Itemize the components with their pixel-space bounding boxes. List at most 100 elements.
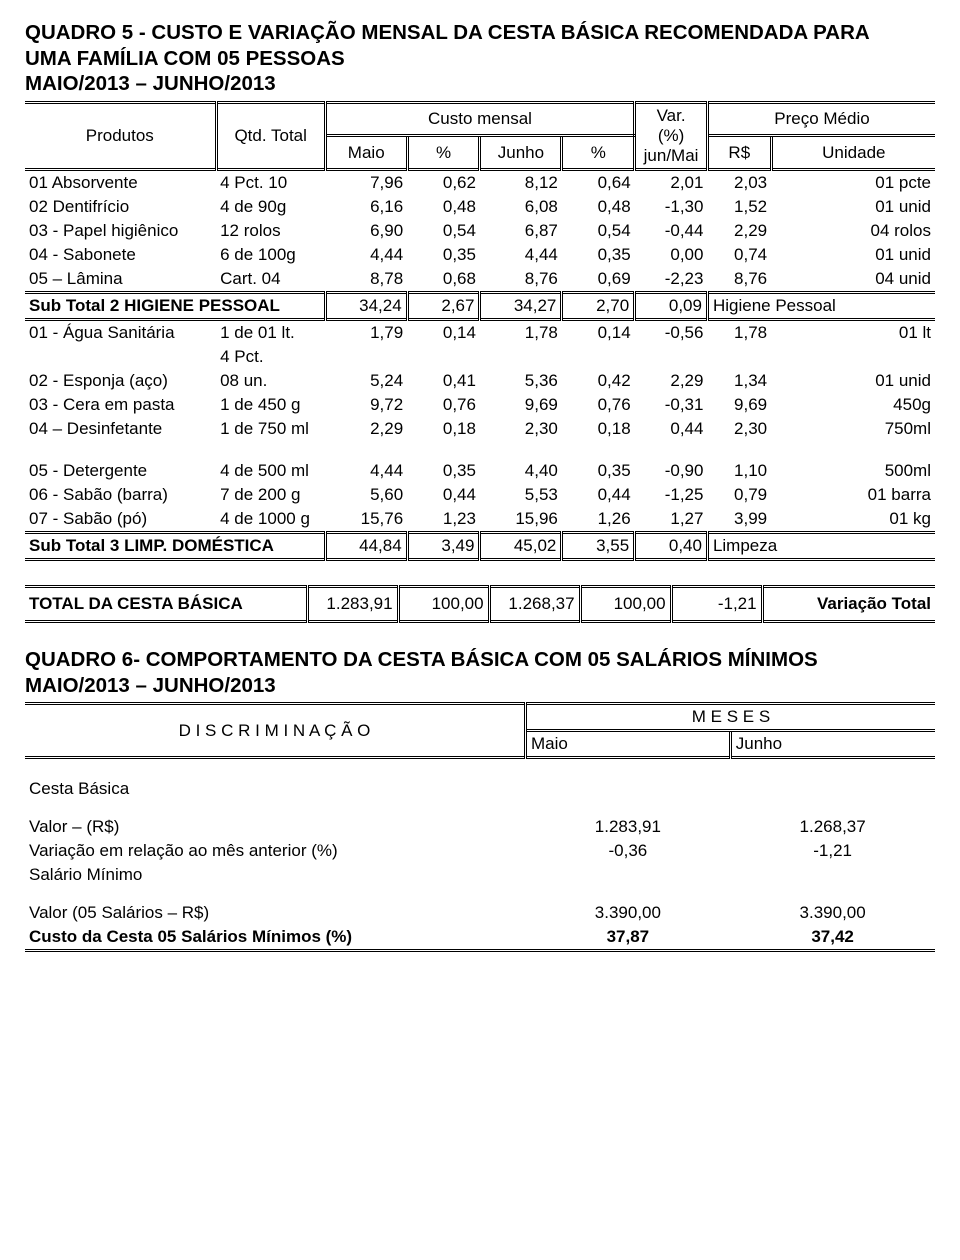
cell: 0,40 xyxy=(635,532,708,559)
cell: 7,96 xyxy=(325,169,407,195)
cell: Preço Médio xyxy=(707,102,935,136)
cell: Cart. 04 xyxy=(216,267,325,293)
cell: 0,35 xyxy=(407,243,480,267)
q5-title-l2: UMA FAMÍLIA COM 05 PESSOAS xyxy=(25,47,345,70)
cell: 01 - Água Sanitária xyxy=(25,319,216,345)
cell: Valor (05 Salários – R$) xyxy=(25,901,526,925)
cell: % xyxy=(562,136,635,170)
cell: 02 Dentifrício xyxy=(25,195,216,219)
cell: Salário Mínimo xyxy=(25,863,935,887)
cell: 0,44 xyxy=(562,483,635,507)
cell: 4 Pct. 10 xyxy=(216,169,325,195)
cell: 1.283,91 xyxy=(526,815,731,839)
table-row xyxy=(25,758,935,778)
cell: 0,76 xyxy=(562,393,635,417)
cell: 05 - Detergente xyxy=(25,459,216,483)
cell: 8,76 xyxy=(480,267,562,293)
q5-title-l1: QUADRO 5 - CUSTO E VARIAÇÃO MENSAL DA CE… xyxy=(25,21,870,44)
table-row: 05 - Detergente4 de 500 ml4,440,354,400,… xyxy=(25,459,935,483)
cell: Cesta Básica xyxy=(25,777,935,801)
cell xyxy=(480,345,562,369)
cell: Custo mensal xyxy=(325,102,634,136)
table-row xyxy=(25,441,935,459)
cell: 1,78 xyxy=(480,319,562,345)
cell: -2,23 xyxy=(635,267,708,293)
cell xyxy=(25,758,935,778)
cell: 500ml xyxy=(771,459,935,483)
table-row: 01 Absorvente4 Pct. 107,960,628,120,642,… xyxy=(25,169,935,195)
cell xyxy=(25,887,935,901)
cell: 4,44 xyxy=(480,243,562,267)
table-row: 03 - Papel higiênico12 rolos6,900,546,87… xyxy=(25,219,935,243)
cell: 4 de 1000 g xyxy=(216,507,325,533)
cell: 2,29 xyxy=(707,219,771,243)
cell: Sub Total 3 LIMP. DOMÉSTICA xyxy=(25,532,325,559)
cell: 4 de 500 ml xyxy=(216,459,325,483)
cell: 0,68 xyxy=(407,267,480,293)
cell: 0,42 xyxy=(562,369,635,393)
cell: 6,16 xyxy=(325,195,407,219)
cell: -1,30 xyxy=(635,195,708,219)
cell: 1,26 xyxy=(562,507,635,533)
cell: Maio xyxy=(325,136,407,170)
cell: 01 unid xyxy=(771,369,935,393)
table-row: 02 Dentifrício4 de 90g6,160,486,080,48-1… xyxy=(25,195,935,219)
cell: 0,79 xyxy=(707,483,771,507)
cell: 3.390,00 xyxy=(526,901,731,925)
cell: Produtos xyxy=(25,102,216,169)
cell: 04 – Desinfetante xyxy=(25,417,216,441)
cell: 0,35 xyxy=(562,243,635,267)
total-uni: Variação Total xyxy=(762,586,935,621)
cell xyxy=(771,345,935,369)
table-row: 4 Pct. xyxy=(25,345,935,369)
cell xyxy=(325,345,407,369)
cell: 2,30 xyxy=(707,417,771,441)
cell xyxy=(635,345,708,369)
cell: 44,84 xyxy=(325,532,407,559)
cell xyxy=(407,345,480,369)
total-pct2: 100,00 xyxy=(580,586,671,621)
total-jun: 1.268,37 xyxy=(489,586,580,621)
total-pct1: 100,00 xyxy=(398,586,489,621)
cell: 02 - Esponja (aço) xyxy=(25,369,216,393)
cell: Maio xyxy=(526,731,731,758)
cell: 1 de 450 g xyxy=(216,393,325,417)
cell: 0,14 xyxy=(562,319,635,345)
table-row: 05 – LâminaCart. 048,780,688,760,69-2,23… xyxy=(25,267,935,293)
q6-title-l2: MAIO/2013 – JUNHO/2013 xyxy=(25,674,276,697)
cell: 1 de 01 lt. xyxy=(216,319,325,345)
cell: 8,12 xyxy=(480,169,562,195)
cell: 0,35 xyxy=(407,459,480,483)
cell: 3,55 xyxy=(562,532,635,559)
cell: 6 de 100g xyxy=(216,243,325,267)
cell: 9,72 xyxy=(325,393,407,417)
total-label: TOTAL DA CESTA BÁSICA xyxy=(25,586,307,621)
cell: Limpeza xyxy=(707,532,935,559)
cell: 0,54 xyxy=(562,219,635,243)
cell: 03 - Papel higiênico xyxy=(25,219,216,243)
cell: 45,02 xyxy=(480,532,562,559)
cell: 2,30 xyxy=(480,417,562,441)
cell: 0,74 xyxy=(707,243,771,267)
cell: 1,23 xyxy=(407,507,480,533)
cell: 4,44 xyxy=(325,459,407,483)
cell: 1,10 xyxy=(707,459,771,483)
cell: 04 - Sabonete xyxy=(25,243,216,267)
cell: 06 - Sabão (barra) xyxy=(25,483,216,507)
cell: 2,03 xyxy=(707,169,771,195)
cell: 6,08 xyxy=(480,195,562,219)
table-row: 02 - Esponja (aço)08 un.5,240,415,360,42… xyxy=(25,369,935,393)
cell: 01 unid xyxy=(771,243,935,267)
cell xyxy=(707,345,771,369)
cell: 0,64 xyxy=(562,169,635,195)
table-row: Salário Mínimo xyxy=(25,863,935,887)
cell: 4,44 xyxy=(325,243,407,267)
cell: 03 - Cera em pasta xyxy=(25,393,216,417)
table-row xyxy=(25,801,935,815)
cell: 0,44 xyxy=(407,483,480,507)
cell: Sub Total 2 HIGIENE PESSOAL xyxy=(25,292,325,319)
cell: 9,69 xyxy=(480,393,562,417)
cell: 2,01 xyxy=(635,169,708,195)
cell: 01 Absorvente xyxy=(25,169,216,195)
cell: 1,52 xyxy=(707,195,771,219)
